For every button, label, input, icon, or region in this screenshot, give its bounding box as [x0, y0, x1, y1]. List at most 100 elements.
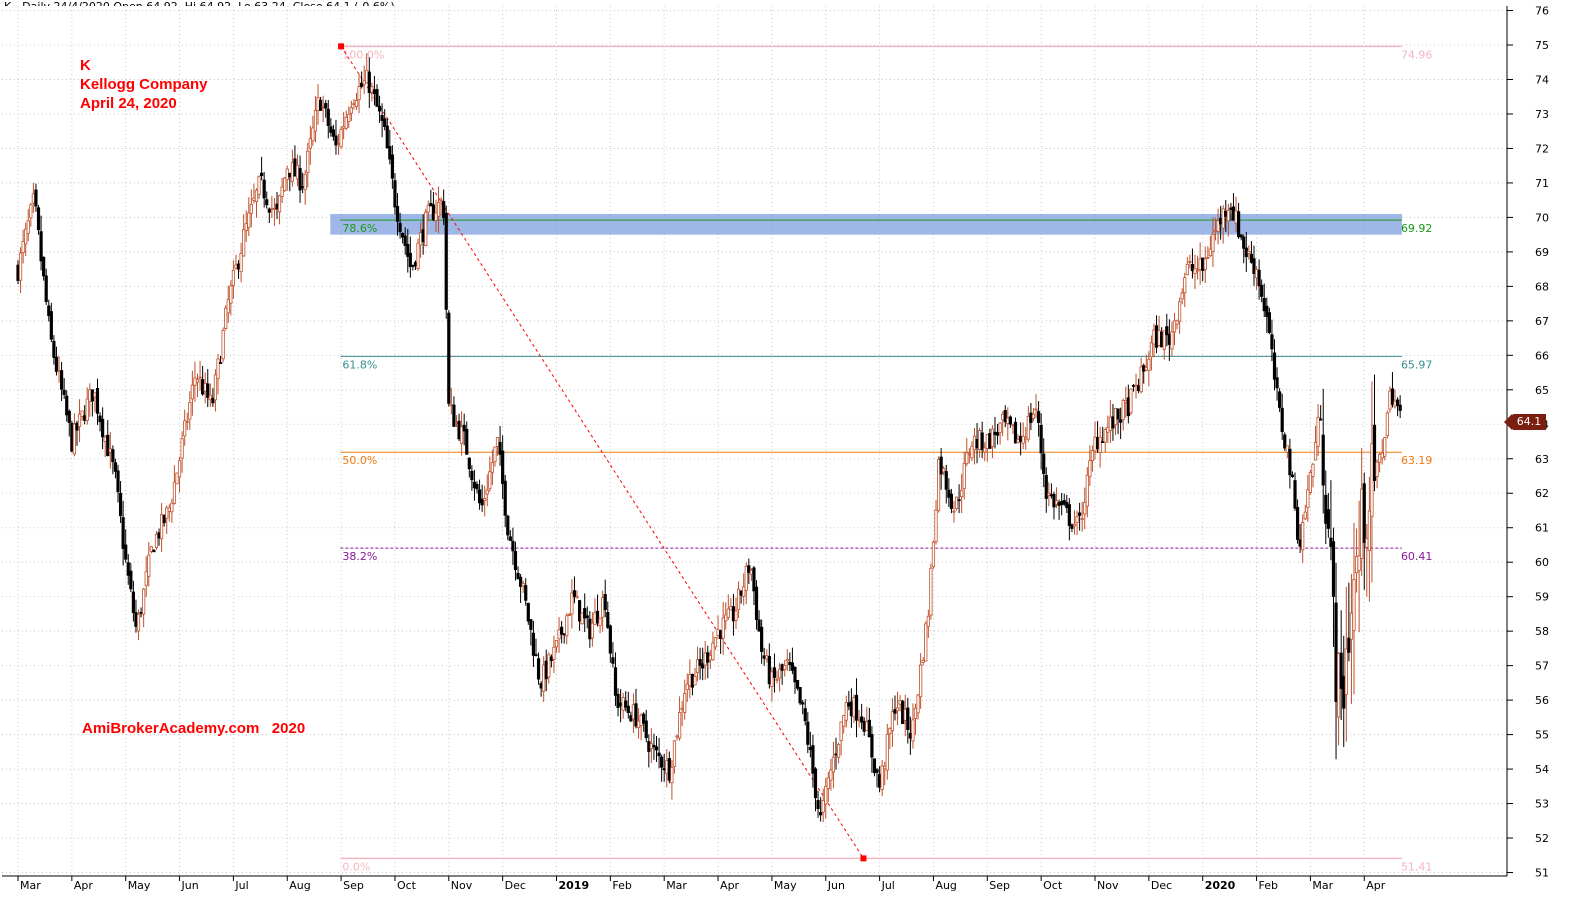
candle-body [913, 707, 918, 719]
y-tick-label: 63 [1535, 453, 1549, 466]
candle-body [1342, 675, 1346, 709]
candle-body [1136, 385, 1141, 392]
candle-body [1178, 301, 1182, 322]
trend-anchor-end[interactable] [860, 855, 867, 862]
candle-body [1113, 408, 1118, 426]
candle-body [103, 436, 107, 442]
candle-body [801, 702, 805, 705]
y-tick-label: 71 [1535, 177, 1549, 190]
x-tick-label: Jul [234, 879, 248, 892]
candle-body [290, 162, 294, 182]
candle-body [1183, 277, 1187, 294]
candle-body [516, 572, 520, 580]
candle-body [31, 193, 35, 204]
candle-body [1372, 424, 1377, 481]
candle-body [652, 744, 656, 748]
candle-body [434, 212, 438, 221]
candle-body [188, 402, 192, 420]
candle-body [44, 275, 48, 303]
candle-body [1001, 413, 1005, 421]
fib-value-label: 74.96 [1401, 48, 1433, 61]
candle-body [357, 86, 361, 101]
candle-body [926, 615, 930, 627]
candle-body [201, 379, 205, 395]
candle-body [367, 71, 371, 94]
candle-body [629, 715, 633, 722]
candle-body [139, 611, 143, 614]
candle-body [49, 311, 53, 340]
candle-body [124, 544, 128, 560]
candle-body [283, 177, 287, 191]
x-tick-label: Sep [989, 879, 1010, 892]
candle-body [542, 664, 546, 692]
candle-body [1029, 412, 1033, 423]
candle-body [739, 590, 743, 596]
candle-body [101, 418, 105, 438]
candle-body [152, 550, 156, 553]
candle-body [1260, 284, 1264, 297]
y-tick-label: 76 [1535, 5, 1549, 18]
candle-body [911, 719, 915, 742]
candle-body [439, 199, 443, 202]
y-tick-label: 70 [1535, 211, 1549, 224]
candle-body [1278, 391, 1282, 408]
candle-body [213, 374, 218, 401]
candle-body [1237, 211, 1241, 238]
candle-body [1360, 488, 1364, 559]
candle-body [662, 768, 666, 771]
trend-anchor-start[interactable] [338, 43, 345, 50]
candle-body [165, 507, 169, 519]
candle-body [316, 97, 320, 112]
candle-body [654, 746, 659, 751]
candle-body [377, 105, 382, 112]
candle-body [24, 228, 28, 245]
candle-body [783, 665, 787, 670]
candle-body [616, 693, 620, 708]
candle-body [203, 382, 207, 392]
candle-body [849, 701, 853, 717]
candle-body [639, 714, 643, 727]
candle-body [531, 632, 536, 656]
candle-body [1070, 524, 1074, 529]
candle-body [1234, 210, 1238, 224]
candle-body [113, 462, 118, 472]
candle-body [1065, 502, 1069, 509]
x-tick-label: Aug [289, 879, 310, 892]
candle-body [383, 118, 387, 128]
fib-pct-label: 50.0% [342, 454, 377, 467]
candle-body [416, 242, 420, 269]
candle-body [980, 432, 984, 451]
candle-body [221, 330, 225, 360]
candle-body [272, 208, 277, 210]
candle-body [318, 99, 323, 111]
candle-body [921, 660, 925, 663]
candle-body [1331, 541, 1336, 597]
x-tick-label: Jun [827, 879, 845, 892]
candle-body [819, 812, 823, 816]
x-tick-label: Jul [881, 879, 895, 892]
candle-body [54, 356, 59, 372]
candle-body [895, 707, 900, 712]
candle-body [1106, 426, 1110, 433]
fib-pct-label: 78.6% [342, 222, 377, 235]
candle-body [878, 773, 882, 788]
candle-body [1080, 518, 1084, 520]
candle-body [411, 265, 415, 267]
candle-body [634, 703, 638, 727]
candle-body [324, 103, 328, 109]
candle-body [854, 694, 859, 721]
candle-body [1129, 388, 1133, 414]
candle-body [1101, 441, 1105, 443]
candle-body [52, 340, 56, 358]
candle-body [347, 114, 351, 122]
candle-body [390, 154, 394, 179]
candle-body [934, 509, 938, 542]
candle-body [1103, 429, 1107, 443]
candle-body [544, 660, 548, 680]
candle-body [226, 299, 230, 314]
candle-body [916, 694, 920, 714]
candle-body [1119, 419, 1123, 423]
candle-body [1062, 500, 1066, 505]
x-tick-label: Feb [612, 879, 631, 892]
